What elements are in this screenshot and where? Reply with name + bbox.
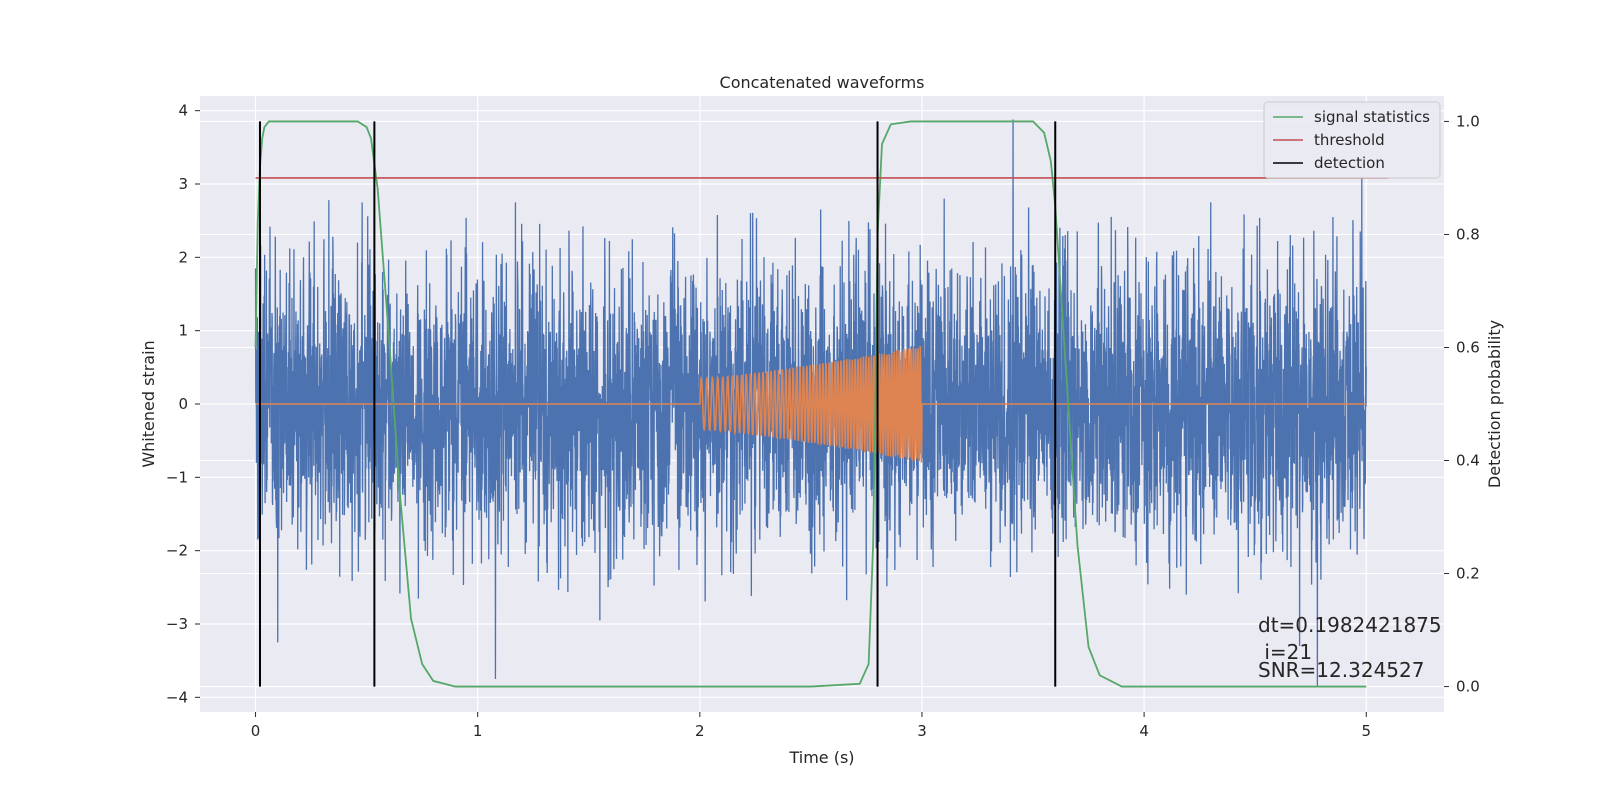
- y-tick-label: −1: [166, 468, 188, 486]
- y-tick-label: 0: [178, 395, 188, 413]
- annotation-snr: SNR=12.324527: [1258, 658, 1424, 682]
- y2-tick-label: 1.0: [1456, 112, 1480, 130]
- annotations: dt=0.1982421875 i=21 SNR=12.324527: [1258, 613, 1442, 682]
- x-tick-label: 4: [1139, 722, 1149, 740]
- x-tick-label: 1: [473, 722, 483, 740]
- x-tick-label: 0: [251, 722, 261, 740]
- y2-tick-label: 0.0: [1456, 678, 1480, 696]
- y-tick-label: 2: [178, 248, 188, 266]
- y-tick-label: 1: [178, 322, 188, 340]
- legend: signal statistics threshold detection: [1263, 101, 1441, 179]
- y-tick-label: −2: [166, 542, 188, 560]
- y-tick-label: 4: [178, 102, 188, 120]
- x-tick-label: 5: [1361, 722, 1371, 740]
- annotation-index: i=21: [1258, 640, 1312, 664]
- annotation-dt: dt=0.1982421875: [1258, 613, 1442, 637]
- x-tick-label: 2: [695, 722, 705, 740]
- y-tick-label: −4: [166, 688, 188, 706]
- series-waveform-line: [255, 345, 1367, 463]
- y-tick-label: 3: [178, 175, 188, 193]
- series-layer: [254, 119, 1389, 688]
- x-tick-label: 3: [917, 722, 927, 740]
- chart-title: Concatenated waveforms: [720, 73, 925, 92]
- legend-label-signal-statistics: signal statistics: [1314, 108, 1430, 126]
- y2-tick-label: 0.4: [1456, 452, 1480, 470]
- ticks-layer: 0 1 2 3 4 5 −4 −3 −2 −1 0 1 2 3 4 0.0 0.2 0.4 0.6 0.8 1.0: [166, 102, 1480, 740]
- y-tick-label: −3: [166, 615, 188, 633]
- y2-axis-title: Detection probability: [1485, 320, 1504, 488]
- y2-tick-label: 0.2: [1456, 565, 1480, 583]
- legend-box: [1263, 101, 1441, 179]
- x-axis-title: Time (s): [788, 748, 854, 767]
- legend-label-threshold: threshold: [1314, 131, 1385, 149]
- y-axis-title: Whitened strain: [139, 340, 158, 467]
- legend-label-detection: detection: [1314, 154, 1385, 172]
- y2-tick-label: 0.6: [1456, 338, 1480, 356]
- y2-tick-label: 0.8: [1456, 225, 1480, 243]
